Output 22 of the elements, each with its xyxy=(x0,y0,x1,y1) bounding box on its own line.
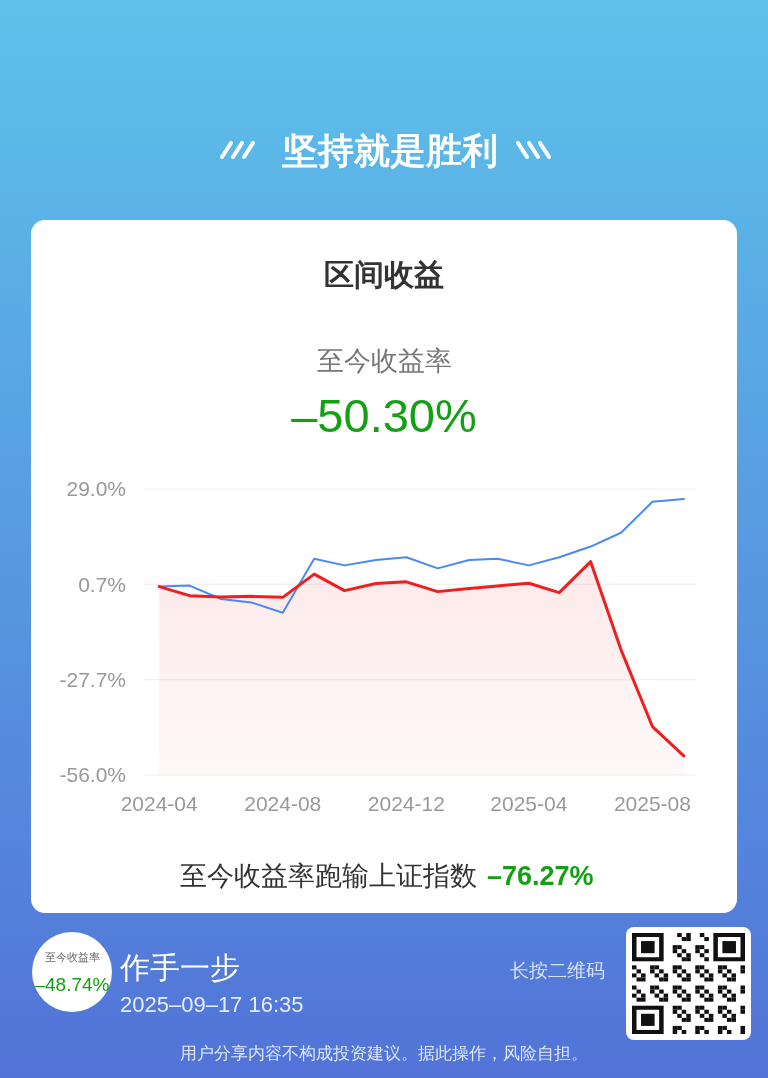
x-tick-label: 2024-08 xyxy=(244,792,322,815)
text: 用户分享内容不构成投资建议。据此操作，风险自担。 xyxy=(180,1044,588,1063)
y-tick-label: 29.0% xyxy=(66,477,126,501)
text: 长按二维码 xyxy=(510,960,605,981)
text: –76.27% xyxy=(487,861,594,891)
chart-subtitle: 至今收益率 xyxy=(316,346,452,376)
text: –48.74% xyxy=(34,974,110,995)
text: 至今收益率 xyxy=(44,951,100,963)
text: 至今收益率跑输上证指数 xyxy=(180,861,477,891)
x-tick-label: 2024-04 xyxy=(120,792,199,815)
text: 2025–09–17 16:35 xyxy=(120,992,304,1017)
y-tick-label: -27.7% xyxy=(59,668,126,692)
text: –50.30% xyxy=(291,389,477,442)
x-tick-label: 2025-08 xyxy=(613,792,691,815)
x-tick-label: 2024-12 xyxy=(367,792,445,815)
text: 坚持就是胜利 xyxy=(281,130,498,171)
chart-title: 区间收益 xyxy=(324,258,444,291)
y-tick-label: -56.0% xyxy=(59,763,126,787)
x-tick-label: 2025-04 xyxy=(490,792,568,815)
text: 作手一步 xyxy=(119,951,240,984)
line-series xyxy=(158,498,685,614)
y-tick-label: 0.7% xyxy=(78,572,126,596)
